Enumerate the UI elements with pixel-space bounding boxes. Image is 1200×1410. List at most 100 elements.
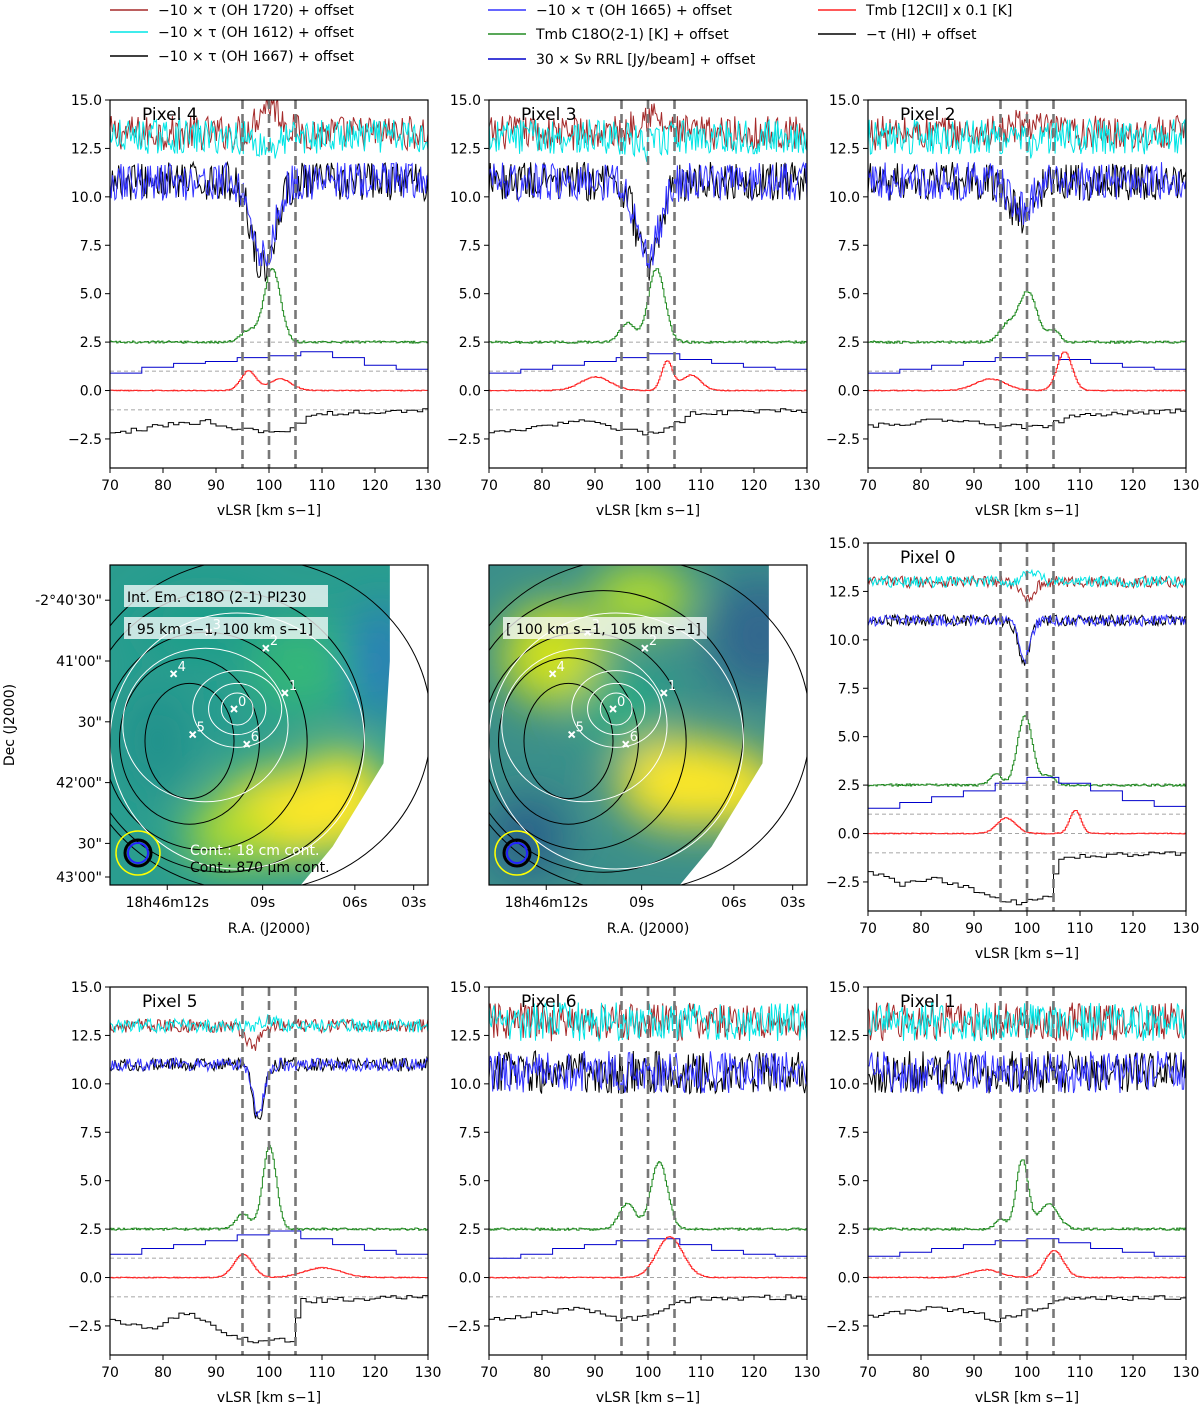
x-tick-label: 120 (741, 478, 768, 494)
series-oh1612 (110, 117, 428, 159)
x-tick-label: 90 (965, 921, 983, 937)
pixel-marker-label: 4 (178, 660, 186, 675)
spectrum-panel: 70 80 90 100 110 120 130 −2.5 0.0 2.5 5.0 7.5 10.0 12… (447, 93, 820, 519)
y-tick-label: 12.5 (450, 141, 481, 157)
legend-label: 30 × Sν RRL [Jy/beam] + offset (536, 52, 756, 68)
legend-label: −10 × τ (OH 1665) + offset (536, 3, 732, 19)
contour-870um (498, 657, 639, 825)
x-axis-label: vLSR [km s−1] (217, 1390, 321, 1406)
x-tick-label: 06s (721, 895, 746, 911)
y-tick-label: 5.0 (459, 1174, 481, 1190)
y-tick-label: 12.5 (71, 1028, 102, 1044)
pixel-marker (641, 644, 649, 652)
map-panel: 0123456Int. Em. C18O (2-1) PI230[ 95 km … (2, 564, 429, 937)
contour-18cm (599, 692, 633, 726)
x-tick-label: 70 (480, 1365, 498, 1381)
x-tick-label: 110 (1067, 1365, 1094, 1381)
y-tick-label: −2.5 (826, 1319, 860, 1335)
series-oh1612 (110, 1014, 428, 1034)
contour-18cm (110, 612, 365, 870)
series-hi (110, 408, 428, 434)
y-tick-label: 7.5 (459, 1125, 481, 1141)
x-tick-label: 70 (480, 478, 498, 494)
legend-label: −10 × τ (OH 1612) + offset (158, 25, 354, 41)
plot-area (110, 100, 428, 468)
pixel-marker (262, 644, 270, 652)
series-oh1612 (868, 568, 1186, 589)
x-axis-label: R.A. (J2000) (607, 921, 690, 937)
x-tick-label: 03s (780, 895, 805, 911)
legend-label: −10 × τ (OH 1720) + offset (158, 3, 354, 19)
y-tick-label: 0.0 (838, 384, 860, 400)
x-tick-label: 130 (1173, 921, 1200, 937)
y-tick-label: 5.0 (80, 287, 102, 303)
x-tick-label: 120 (362, 1365, 389, 1381)
y-tick-label: 0.0 (80, 1271, 102, 1287)
contour-18cm (192, 670, 283, 748)
x-tick-label: 110 (1067, 921, 1094, 937)
y-tick-label: 15.0 (829, 536, 860, 552)
series-oh1665 (489, 1050, 807, 1094)
y-tick-label: 12.5 (829, 141, 860, 157)
x-axis-label: vLSR [km s−1] (596, 1390, 700, 1406)
legend-label: −τ (HI) + offset (866, 27, 977, 43)
plot-area (868, 100, 1186, 468)
x-tick-label: 03s (401, 895, 426, 911)
y-tick-label: 10.0 (829, 1077, 860, 1093)
y-tick-label: 15.0 (829, 980, 860, 996)
y-tick-label: 10.0 (450, 1077, 481, 1093)
y-tick-label: 5.0 (838, 287, 860, 303)
x-tick-label: 70 (101, 1365, 119, 1381)
x-tick-label: 100 (635, 478, 662, 494)
x-tick-label: 80 (154, 1365, 172, 1381)
y-tick-label: 2.5 (80, 335, 102, 351)
x-tick-label: 120 (362, 478, 389, 494)
series-cii (110, 1253, 428, 1279)
y-tick-label: 15.0 (450, 93, 481, 109)
intensity-blob (125, 689, 190, 793)
y-tick-label: -2°40'30" (35, 593, 102, 609)
y-tick-label: 2.5 (838, 1222, 860, 1238)
y-tick-label: 7.5 (838, 681, 860, 697)
plot-area (489, 100, 807, 468)
pixel-marker-label: 4 (557, 660, 565, 675)
x-tick-label: 18h46m12s (505, 895, 588, 911)
map-velocity-range: [ 95 km s−1, 100 km s−1] (127, 622, 313, 638)
contour-18cm (587, 682, 646, 736)
y-tick-label: −2.5 (68, 1319, 102, 1335)
x-tick-label: 80 (912, 478, 930, 494)
y-tick-label: 10.0 (829, 190, 860, 206)
x-tick-label: 90 (207, 1365, 225, 1381)
x-tick-label: 70 (859, 478, 877, 494)
y-tick-label: 0.0 (838, 1271, 860, 1287)
x-tick-label: 130 (415, 1365, 442, 1381)
pixel-marker-label: 2 (649, 634, 657, 649)
pixel-marker (243, 740, 251, 748)
spectrum-panel: 70 80 90 100 110 120 130 −2.5 0.0 2.5 5.0 7.5 10.0 12… (68, 980, 441, 1406)
y-tick-label: 10.0 (71, 190, 102, 206)
panel-title: Pixel 4 (142, 105, 198, 125)
pixel-marker (609, 705, 617, 713)
spectrum-panel: 70 80 90 100 110 120 130 −2.5 0.0 2.5 5.0 7.5 10.0 12… (826, 536, 1199, 962)
y-tick-label: 7.5 (80, 1125, 102, 1141)
y-tick-label: −2.5 (447, 1319, 481, 1335)
y-tick-label: 5.0 (80, 1174, 102, 1190)
x-tick-label: 80 (912, 921, 930, 937)
contour-18cm (208, 682, 267, 736)
x-tick-label: 70 (859, 1365, 877, 1381)
pixel-marker-label: 0 (617, 695, 625, 710)
map-panels: 0123456Int. Em. C18O (2-1) PI230[ 95 km … (2, 564, 808, 937)
pixel-marker (548, 670, 557, 678)
map-title: Int. Em. C18O (2-1) PI230 (127, 590, 306, 606)
masked-region (679, 565, 807, 885)
pixel-marker (188, 730, 197, 739)
masked-region (300, 565, 428, 885)
intensity-blob (578, 664, 668, 754)
x-tick-label: 80 (154, 478, 172, 494)
map-panel: 0123456[ 100 km s−1, 105 km s−1]18h46m12… (488, 564, 808, 937)
x-tick-label: 120 (1120, 1365, 1147, 1381)
series-rrl (868, 776, 1186, 809)
x-tick-label: 110 (688, 478, 715, 494)
y-tick-label: 7.5 (838, 1125, 860, 1141)
pixel-marker-label: 1 (668, 679, 676, 694)
